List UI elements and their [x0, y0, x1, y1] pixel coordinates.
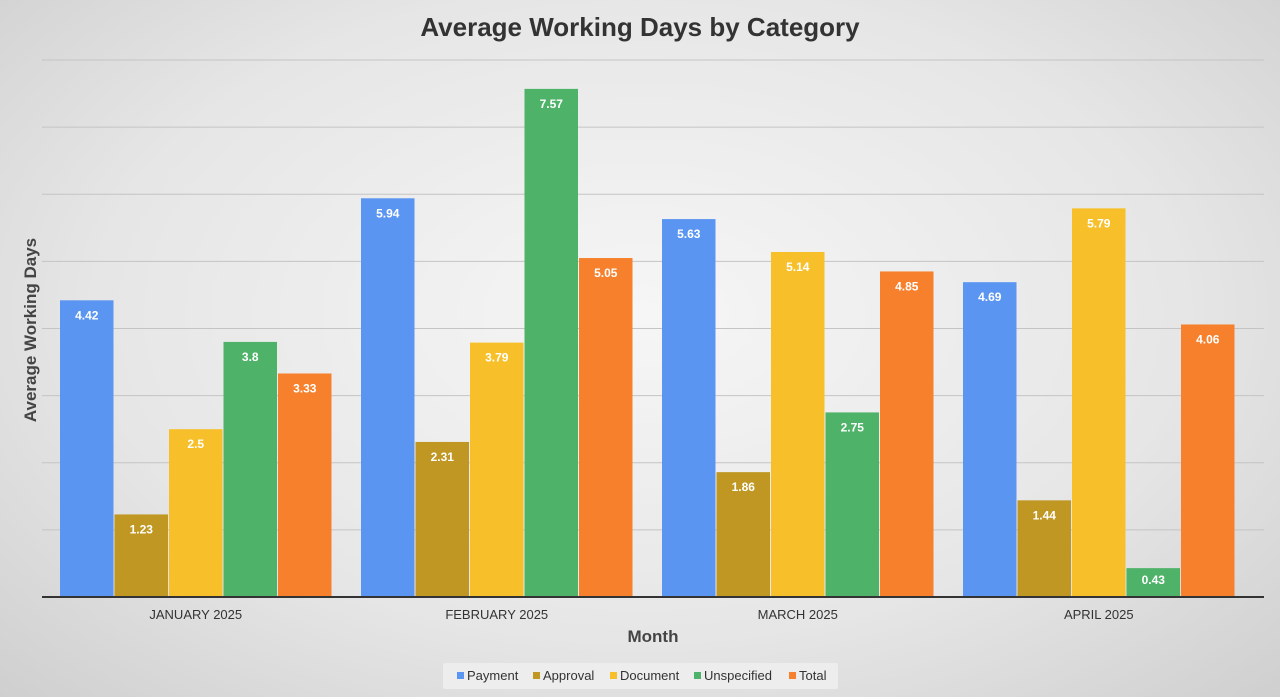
data-label: 5.79 — [1087, 216, 1111, 230]
bar-total-1 — [278, 373, 332, 597]
x-axis-title: Month — [628, 627, 679, 646]
data-label: 1.86 — [732, 480, 756, 494]
legend-swatch-approval — [533, 672, 540, 679]
legend-label-total: Total — [799, 668, 827, 683]
x-tick-label: MARCH 2025 — [758, 607, 838, 622]
bar-document-2 — [470, 342, 524, 597]
bar-total-4 — [1181, 324, 1235, 597]
data-label: 4.85 — [895, 279, 919, 293]
bar-unspecified-4 — [1126, 568, 1180, 597]
bar-approval-3 — [716, 472, 770, 597]
bar-payment-3 — [662, 219, 716, 597]
data-label: 4.69 — [978, 290, 1002, 304]
data-label: 2.75 — [841, 420, 865, 434]
legend-swatch-payment — [457, 672, 464, 679]
bar-approval-2 — [415, 441, 469, 597]
data-label: 5.14 — [786, 260, 810, 274]
legend-label-unspecified: Unspecified — [704, 668, 772, 683]
data-label: 7.57 — [540, 97, 564, 111]
data-label: 1.23 — [130, 522, 154, 536]
legend-swatch-unspecified — [694, 672, 701, 679]
bar-total-2 — [579, 258, 633, 597]
data-label: 1.44 — [1033, 508, 1057, 522]
x-tick-labels: JANUARY 2025 FEBRUARY 2025 MARCH 2025 APRIL… — [149, 607, 1133, 622]
bar-total-3 — [880, 271, 934, 597]
data-label: 4.06 — [1196, 332, 1220, 346]
data-label: 5.05 — [594, 266, 618, 280]
x-tick-label: FEBRUARY 2025 — [445, 607, 548, 622]
bar-approval-4 — [1017, 500, 1071, 597]
y-axis-title: Average Working Days — [21, 238, 40, 422]
data-label: 3.33 — [293, 381, 317, 395]
legend-label-approval: Approval — [543, 668, 594, 683]
bar-document-1 — [169, 429, 223, 597]
bar-payment-2 — [361, 198, 415, 597]
bar-unspecified-2 — [524, 88, 578, 598]
data-label: 3.8 — [242, 350, 259, 364]
bar-unspecified-1 — [223, 341, 277, 597]
legend-swatch-document — [610, 672, 617, 679]
legend-label-payment: Payment — [467, 668, 519, 683]
bars: 4.42 1.23 2.5 3.8 3.33 5.94 2.31 3.79 7.57 5.05 5.… — [60, 88, 1235, 598]
data-label: 5.94 — [376, 206, 400, 220]
bar-unspecified-3 — [825, 412, 879, 597]
legend-label-document: Document — [620, 668, 680, 683]
x-tick-label: APRIL 2025 — [1064, 607, 1134, 622]
legend: Payment Approval Document Unspecified Total — [443, 663, 838, 689]
bar-payment-4 — [963, 282, 1017, 597]
bar-document-4 — [1072, 208, 1126, 597]
legend-box — [443, 663, 838, 689]
bar-approval-1 — [114, 514, 168, 597]
chart-title: Average Working Days by Category — [420, 12, 860, 42]
data-label: 2.5 — [187, 437, 204, 451]
data-label: 3.79 — [485, 351, 509, 365]
legend-swatch-total — [789, 672, 796, 679]
bar-payment-1 — [60, 300, 114, 597]
bar-document-3 — [771, 251, 825, 598]
x-tick-label: JANUARY 2025 — [149, 607, 242, 622]
data-label: 0.43 — [1142, 573, 1166, 587]
data-label: 5.63 — [677, 227, 701, 241]
data-label: 4.42 — [75, 308, 99, 322]
data-label: 2.31 — [431, 450, 455, 464]
